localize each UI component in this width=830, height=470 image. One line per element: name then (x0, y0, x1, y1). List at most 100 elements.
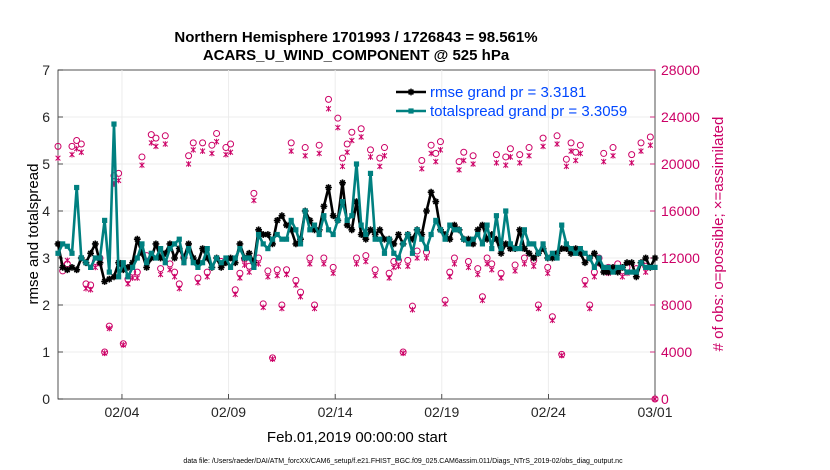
totalspread-point (116, 274, 122, 280)
rmse-point (236, 240, 244, 248)
assimilated-obs-point (568, 148, 574, 154)
totalspread-point (363, 231, 369, 238)
totalspread-point (237, 246, 243, 252)
assimilated-obs-point (386, 275, 392, 281)
rmse-point (311, 226, 318, 234)
series-assimilated (55, 105, 658, 402)
rmse-point (171, 254, 178, 262)
rmse-point (59, 264, 67, 271)
totalspread-point (559, 222, 565, 228)
assimilated-obs-point (475, 271, 481, 278)
possible-obs-point (334, 114, 342, 122)
rmse-point (502, 240, 510, 248)
totalspread-point (106, 269, 112, 275)
assimilated-obs-point (507, 154, 514, 160)
totalspread-point (102, 217, 108, 223)
possible-obs-point (152, 134, 160, 142)
possible-obs-point (502, 153, 510, 161)
totalspread-point (83, 260, 89, 266)
assimilated-obs-point (190, 147, 197, 153)
totalspread-point (69, 250, 75, 256)
possible-obs-point (189, 139, 197, 147)
rmse-point (105, 275, 113, 283)
possible-obs-point (600, 149, 608, 157)
totalspread-point (633, 269, 639, 275)
totalspread-point (367, 170, 374, 176)
totalspread-point (232, 255, 238, 261)
totalspread-point (554, 255, 560, 261)
y-tick-label-right: 12000 (661, 250, 700, 266)
rmse-point (143, 264, 150, 271)
assimilated-obs-point (344, 149, 350, 156)
totalspread-point (451, 227, 458, 233)
totalspread-point (307, 227, 313, 233)
assimilated-obs-point (134, 275, 141, 281)
rmse-point (521, 245, 528, 252)
rmse-point (623, 259, 631, 267)
assimilated-obs-point (563, 163, 570, 170)
possible-obs-point (492, 151, 500, 159)
rmse-point (199, 245, 206, 252)
assimilated-obs-point (339, 163, 346, 170)
totalspread-point (629, 269, 635, 275)
assimilated-obs-point (554, 141, 560, 147)
assimilated-obs-point (521, 260, 528, 267)
possible-obs-point (208, 141, 216, 149)
series-totalspread (55, 121, 658, 280)
assimilated-obs-point (423, 255, 430, 261)
rmse-point (189, 254, 197, 262)
assimilated-obs-point (92, 264, 99, 271)
totalspread-point (293, 227, 299, 233)
totalspread-point (428, 231, 434, 238)
rmse-point (287, 226, 295, 234)
rmse-point (166, 240, 174, 248)
y-tick-label-left: 5 (42, 156, 50, 172)
totalspread-point (456, 227, 462, 233)
legend-label-1: totalspread grand pr = 3.3059 (430, 103, 627, 120)
assimilated-obs-point (619, 273, 626, 280)
totalspread-point (88, 264, 94, 270)
assimilated-obs-point (456, 166, 462, 173)
y-tick-label-left: 3 (42, 250, 50, 266)
rmse-point (595, 259, 603, 267)
assimilated-obs-point (269, 356, 276, 362)
rmse-point (469, 240, 477, 248)
assimilated-obs-point (129, 275, 136, 281)
totalspread-point (158, 246, 164, 252)
rmse-point (222, 259, 230, 267)
totalspread-point (251, 264, 257, 270)
possible-obs-point (138, 153, 146, 161)
rmse-point (101, 278, 108, 285)
totalspread-point (372, 236, 378, 242)
assimilated-obs-point (232, 291, 238, 298)
totalspread-point (470, 236, 476, 242)
possible-obs-point (567, 139, 575, 147)
rmse-point (157, 254, 164, 262)
totalspread-point (265, 246, 271, 252)
x-tick-label: 03/01 (637, 404, 672, 420)
rmse-point (87, 249, 94, 257)
possible-obs-point (315, 141, 323, 149)
totalspread-point (130, 264, 136, 270)
rmse-point (203, 254, 211, 262)
totalspread-point (498, 246, 504, 252)
y-tick-label-right: 24000 (661, 109, 700, 125)
totalspread-point (587, 255, 593, 261)
rmse-point (609, 264, 617, 271)
rmse-point (525, 249, 533, 257)
assimilated-obs-point (428, 150, 434, 157)
legend: rmse grand pr = 3.3181 totalspread grand … (396, 84, 627, 120)
assimilated-obs-point (652, 396, 658, 402)
totalspread-point (437, 227, 444, 233)
y-tick-label-right: 16000 (661, 203, 700, 219)
possible-obs-point (54, 142, 62, 150)
totalspread-point (601, 264, 607, 270)
rmse-point (353, 198, 360, 205)
possible-obs-point (147, 131, 155, 139)
totalspread-point (503, 208, 509, 214)
assimilated-obs-point (549, 317, 556, 324)
rmse-point (245, 249, 253, 257)
rmse-point (446, 235, 454, 243)
possible-obs-point (348, 128, 356, 136)
rmse-point (516, 226, 524, 234)
